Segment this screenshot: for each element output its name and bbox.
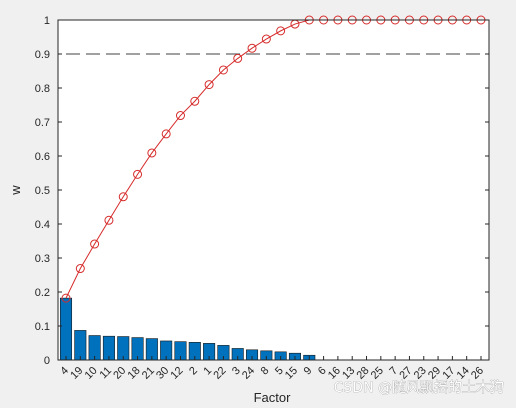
y-tick-label: 0.9 bbox=[35, 49, 50, 61]
plot-area bbox=[58, 20, 489, 360]
marker-20 bbox=[118, 192, 128, 202]
marker-5 bbox=[276, 26, 286, 36]
marker-30 bbox=[161, 129, 171, 139]
marker-2 bbox=[190, 96, 200, 106]
y-tick-label: 0.3 bbox=[35, 253, 50, 265]
y-axis-ticks: 0 0.1 0.2 0.3 0.4 0.5 0.6 0.7 0.8 0.9 1 bbox=[35, 15, 489, 367]
marker-4 bbox=[61, 293, 71, 303]
marker-3 bbox=[233, 53, 243, 63]
marker-24 bbox=[247, 43, 257, 53]
x-tick-label: 12 bbox=[168, 365, 185, 382]
bar-4 bbox=[59, 297, 73, 361]
marker-21 bbox=[147, 148, 157, 158]
y-tick-label: 0.2 bbox=[35, 287, 50, 299]
marker-1 bbox=[204, 80, 214, 90]
y-tick-label: 0 bbox=[44, 355, 50, 367]
x-tick-label: 2 bbox=[187, 365, 200, 378]
marker-18 bbox=[133, 169, 143, 179]
x-tick-label: 22 bbox=[211, 365, 228, 382]
y-tick-label: 0.7 bbox=[35, 117, 50, 129]
x-axis-label: Factor bbox=[254, 390, 292, 405]
x-tick-label: 8 bbox=[259, 365, 272, 378]
y-tick-label: 0.4 bbox=[35, 219, 50, 231]
y-tick-label: 1 bbox=[44, 15, 50, 27]
marker-10 bbox=[90, 239, 100, 249]
marker-19 bbox=[75, 264, 85, 274]
bar-series bbox=[59, 297, 316, 361]
y-tick-label: 0.1 bbox=[35, 321, 50, 333]
x-tick-label: 24 bbox=[240, 365, 257, 382]
marker-11 bbox=[104, 215, 114, 225]
marker-8 bbox=[261, 34, 271, 44]
bar-19 bbox=[74, 330, 87, 361]
marker-22 bbox=[218, 65, 228, 75]
y-tick-label: 0.8 bbox=[35, 83, 50, 95]
watermark: CSDN @随风飘摇的土木狗 bbox=[334, 380, 504, 396]
x-tick-label: 9 bbox=[302, 365, 315, 378]
marker-12 bbox=[175, 111, 185, 121]
y-axis-label: w bbox=[8, 185, 23, 196]
y-tick-label: 0.5 bbox=[35, 185, 50, 197]
x-tick-label: 15 bbox=[283, 365, 300, 382]
y-tick-label: 0.6 bbox=[35, 151, 50, 163]
